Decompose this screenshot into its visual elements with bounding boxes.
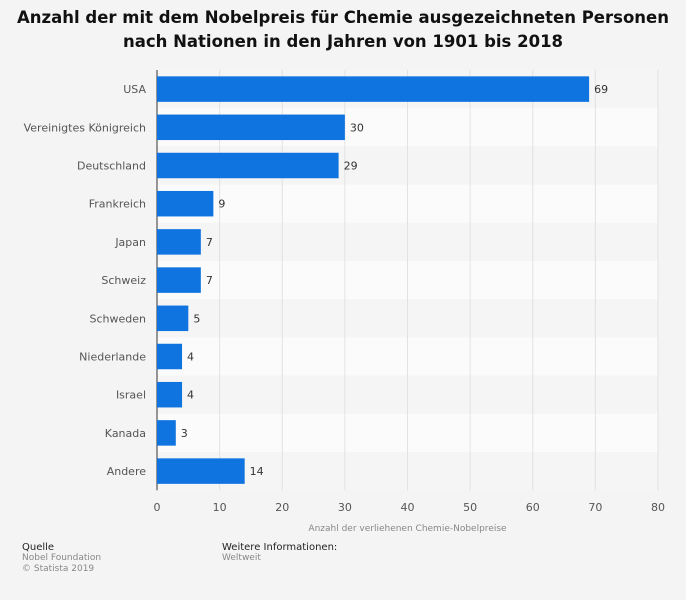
data-label: 4 (187, 389, 194, 402)
data-label: 7 (206, 274, 213, 287)
info-line-1: Weltweit (222, 553, 261, 563)
bar (157, 229, 201, 255)
data-label: 69 (594, 83, 608, 96)
x-tick-label: 60 (526, 501, 540, 514)
data-label: 14 (250, 465, 264, 478)
source-line-2: © Statista 2019 (22, 564, 95, 574)
data-label: 30 (350, 121, 364, 134)
chart-title-line-2: nach Nationen in den Jahren von 1901 bis… (122, 32, 564, 51)
category-label: Deutschland (77, 160, 146, 173)
category-label: Andere (107, 465, 147, 478)
data-label: 29 (344, 160, 358, 173)
data-label: 7 (206, 236, 213, 249)
bar (157, 420, 176, 446)
source-block: Quelle Nobel Foundation © Statista 2019 (22, 542, 101, 575)
info-heading: Weitere Informationen: (222, 542, 338, 553)
source-heading: Quelle (22, 542, 55, 553)
category-label: Niederlande (79, 351, 146, 364)
category-label: Kanada (105, 427, 146, 440)
chart-title: Anzahl der mit dem Nobelpreis für Chemie… (0, 6, 686, 54)
bar (157, 343, 183, 370)
x-tick-label: 80 (651, 501, 665, 514)
x-tick-label: 50 (463, 501, 477, 514)
bar-chart: 0 10 20 30 40 50 60 70 80 USA 69 Vereinigtes Königr… (24, 70, 665, 534)
x-tick-label: 30 (338, 501, 352, 514)
category-label: Schweden (90, 312, 147, 325)
data-label: 5 (193, 312, 200, 325)
data-label: 9 (218, 198, 225, 211)
category-label: Japan (114, 236, 146, 249)
x-tick-label: 40 (401, 501, 415, 514)
x-tick-label: 0 (154, 501, 161, 514)
category-label: Vereinigtes Königreich (24, 121, 146, 134)
category-label: USA (123, 83, 146, 96)
x-tick-label: 10 (213, 501, 227, 514)
info-block: Weitere Informationen: Weltweit (222, 542, 337, 564)
bar (157, 114, 345, 141)
bar (157, 152, 339, 179)
bar (157, 76, 590, 102)
data-label: 4 (187, 351, 194, 364)
bar (157, 190, 214, 217)
chart-title-line-1: Anzahl der mit dem Nobelpreis für Chemie… (17, 8, 669, 27)
bar (157, 381, 183, 408)
bar (157, 305, 189, 332)
data-label: 3 (181, 427, 188, 440)
category-label: Schweiz (101, 274, 146, 287)
x-axis-title: Anzahl der verliehenen Chemie-Nobelpreis… (308, 524, 507, 534)
x-tick-label: 20 (275, 501, 289, 514)
source-line-1: Nobel Foundation (22, 553, 102, 563)
bar (157, 267, 201, 293)
x-tick-label: 70 (588, 501, 602, 514)
bar (157, 458, 245, 484)
category-label: Frankreich (89, 198, 146, 211)
category-label: Israel (116, 389, 146, 402)
